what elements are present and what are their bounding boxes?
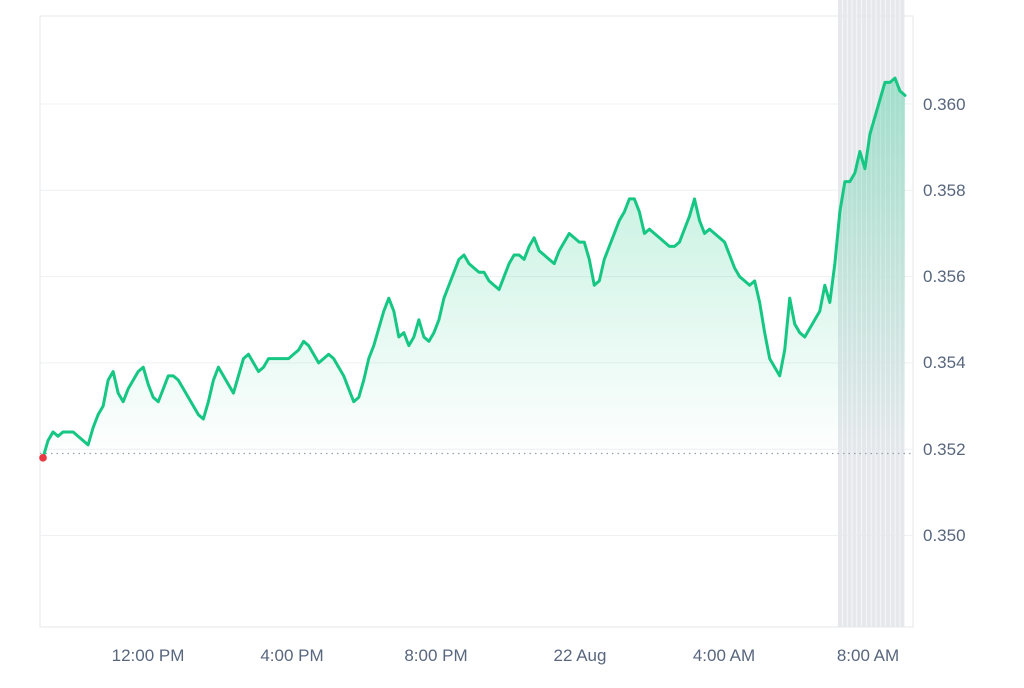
y-tick-label: 0.360	[923, 95, 966, 114]
x-tick-label: 8:00 AM	[837, 646, 899, 665]
x-tick-label: 8:00 PM	[404, 646, 467, 665]
x-axis-labels: 12:00 PM 4:00 PM 8:00 PM 22 Aug 4:00 AM …	[112, 646, 900, 665]
price-line	[41, 76, 907, 460]
y-tick-label: 0.358	[923, 181, 966, 200]
y-tick-label: 0.354	[923, 353, 966, 372]
plot-frame	[39, 15, 914, 628]
y-axis-labels: 0.360 0.358 0.356 0.354 0.352 0.350	[923, 95, 966, 545]
x-tick-label: 4:00 PM	[260, 646, 323, 665]
y-tick-label: 0.356	[923, 267, 966, 286]
x-tick-label: 4:00 AM	[693, 646, 755, 665]
x-tick-label: 12:00 PM	[112, 646, 185, 665]
y-tick-label: 0.352	[923, 440, 966, 459]
x-tick-label: 22 Aug	[554, 646, 607, 665]
y-tick-label: 0.350	[923, 526, 966, 545]
start-marker	[39, 454, 47, 462]
